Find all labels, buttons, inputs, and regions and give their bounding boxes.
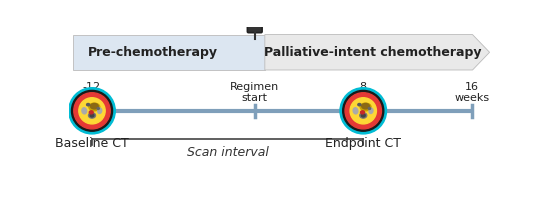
Text: 16
weeks: 16 weeks xyxy=(454,82,490,103)
Ellipse shape xyxy=(360,113,367,118)
Circle shape xyxy=(340,88,387,134)
Ellipse shape xyxy=(86,103,90,106)
Circle shape xyxy=(69,88,116,134)
Circle shape xyxy=(74,93,110,129)
Ellipse shape xyxy=(89,103,100,111)
Text: Endpoint CT: Endpoint CT xyxy=(325,137,402,150)
Circle shape xyxy=(72,90,113,131)
Text: Palliative-intent chemotherapy: Palliative-intent chemotherapy xyxy=(264,46,482,59)
Ellipse shape xyxy=(353,108,358,114)
FancyBboxPatch shape xyxy=(248,15,262,33)
Ellipse shape xyxy=(90,103,98,109)
Ellipse shape xyxy=(368,108,371,110)
Ellipse shape xyxy=(89,111,93,114)
FancyBboxPatch shape xyxy=(73,34,265,70)
Circle shape xyxy=(345,93,382,129)
Text: Pre-chemotherapy: Pre-chemotherapy xyxy=(89,46,218,59)
Ellipse shape xyxy=(90,114,94,117)
Ellipse shape xyxy=(360,103,371,111)
Ellipse shape xyxy=(361,114,365,117)
Text: -12
weeks: -12 weeks xyxy=(74,82,109,103)
Ellipse shape xyxy=(361,111,365,114)
Text: 8
weeks: 8 weeks xyxy=(346,82,381,103)
Circle shape xyxy=(350,98,376,124)
Ellipse shape xyxy=(362,103,370,109)
Text: Baseline CT: Baseline CT xyxy=(55,137,129,150)
Polygon shape xyxy=(265,34,490,70)
Ellipse shape xyxy=(97,108,100,110)
Text: Scan interval: Scan interval xyxy=(186,146,268,159)
Text: Regimen
start: Regimen start xyxy=(230,82,279,103)
Ellipse shape xyxy=(358,103,361,106)
Circle shape xyxy=(343,90,384,131)
Circle shape xyxy=(79,98,105,124)
Ellipse shape xyxy=(369,108,373,114)
Ellipse shape xyxy=(82,108,86,114)
Ellipse shape xyxy=(98,108,102,114)
Ellipse shape xyxy=(89,113,96,118)
